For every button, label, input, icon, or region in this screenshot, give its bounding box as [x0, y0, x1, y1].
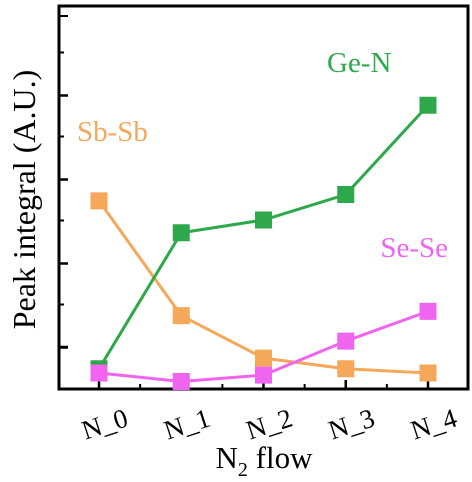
- x-tick-label: N_1: [160, 403, 213, 446]
- y-axis-label: Peak integral (A.U.): [6, 70, 42, 329]
- series-label-ge-n: Ge-N: [327, 47, 391, 79]
- data-point-se-se: [419, 302, 437, 320]
- data-point-ge-n: [337, 186, 355, 203]
- series-layer: [90, 96, 437, 390]
- x-axis-label: N2 flow: [216, 440, 314, 481]
- x-tick-label: N_0: [78, 403, 131, 446]
- data-point-ge-n: [255, 211, 272, 229]
- series-label-sb-sb: Sb-Sb: [77, 116, 148, 148]
- data-point-ge-n: [172, 224, 190, 242]
- data-point-se-se: [90, 364, 108, 382]
- data-point-sb-sb: [255, 349, 272, 367]
- series-label-se-se: Se-Se: [380, 232, 448, 264]
- data-point-se-se: [337, 332, 355, 350]
- x-tick-label: N_4: [407, 402, 461, 445]
- data-point-sb-sb: [419, 364, 437, 382]
- data-point-ge-n: [419, 96, 437, 114]
- data-point-se-se: [172, 373, 190, 390]
- data-point-sb-sb: [337, 360, 355, 378]
- data-point-se-se: [255, 366, 272, 384]
- data-point-sb-sb: [172, 307, 190, 325]
- x-tick-label: N_3: [325, 403, 378, 446]
- data-point-sb-sb: [90, 192, 108, 210]
